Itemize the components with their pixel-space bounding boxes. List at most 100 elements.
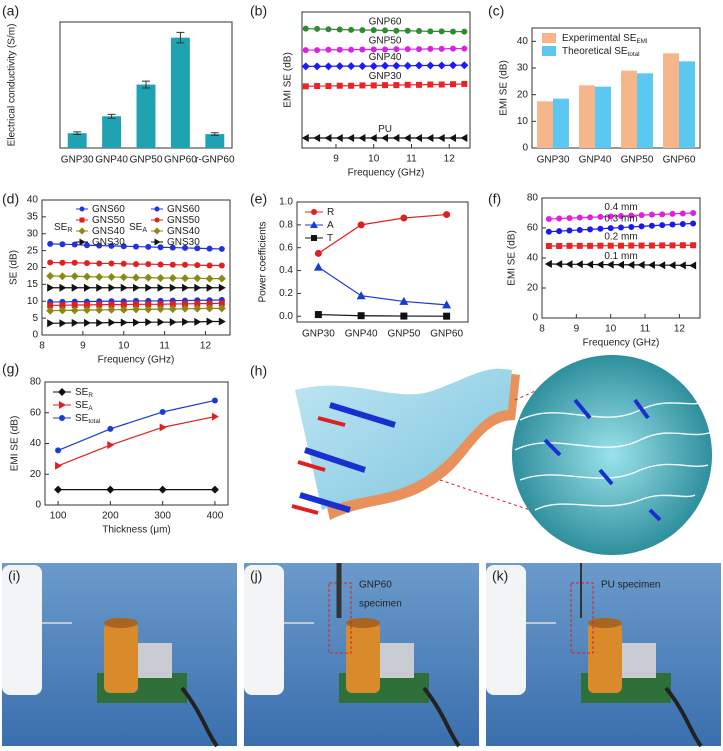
marker (325, 46, 332, 53)
marker (58, 272, 67, 281)
marker (71, 283, 79, 292)
marker (587, 242, 594, 249)
marker (324, 62, 333, 71)
marker (314, 25, 321, 32)
y-tick-label: 1.0 (279, 197, 293, 208)
marker (169, 244, 176, 251)
marker (107, 425, 114, 432)
marker (637, 260, 645, 269)
legend-label: GNS60 (167, 204, 200, 215)
marker (669, 221, 676, 228)
marker (59, 302, 66, 309)
marker (381, 134, 389, 143)
coil (588, 623, 622, 693)
marker (218, 300, 225, 307)
plot-frame (531, 27, 701, 149)
x-tick-label: 400 (207, 511, 224, 522)
marker (325, 83, 332, 90)
marker (169, 261, 176, 268)
x-tick-label: GNP40 (579, 155, 612, 166)
x-tick-label: 200 (102, 511, 119, 522)
marker (158, 485, 167, 494)
y-axis-label: SE (dB) (9, 250, 20, 285)
marker (566, 215, 573, 222)
marker (96, 318, 104, 327)
marker (168, 305, 177, 314)
marker (302, 47, 309, 54)
marker (690, 242, 697, 249)
marker (668, 261, 676, 270)
marker (596, 260, 604, 269)
legend-text: GNP30 (369, 71, 402, 82)
coil-top (588, 618, 622, 628)
marker (348, 26, 355, 33)
layers (514, 399, 713, 511)
marker (211, 397, 218, 404)
y-tick-label: 40 (527, 253, 539, 264)
legend-text: GNP50 (369, 35, 402, 46)
marker (302, 83, 309, 90)
y-axis-label: EMI SE (dB) (10, 416, 21, 472)
marker (96, 260, 103, 267)
bar (170, 37, 190, 148)
marker (194, 283, 202, 292)
marker (83, 242, 90, 249)
marker (181, 274, 190, 283)
bar (136, 84, 156, 148)
marker (556, 215, 563, 222)
marker (382, 46, 389, 53)
foam-block (486, 565, 526, 695)
marker (460, 134, 468, 143)
marker (58, 306, 67, 315)
marker (59, 415, 65, 421)
marker (335, 62, 344, 71)
x-tick-label: GNP50 (130, 155, 163, 166)
marker (669, 210, 676, 217)
y-tick-label: 40 (30, 438, 42, 449)
y-axis-label: EMI SE (dB) (507, 230, 518, 286)
marker (211, 412, 219, 421)
legend-subscript: A (88, 405, 93, 412)
marker (205, 304, 214, 313)
marker (586, 260, 594, 269)
legend-text: GNS40 (92, 226, 125, 237)
marker (545, 216, 552, 222)
marker (301, 62, 310, 71)
marker (206, 300, 213, 307)
marker (460, 61, 469, 70)
marker (120, 283, 128, 292)
marker (597, 242, 604, 249)
photo: (k) PU specimen (486, 563, 721, 748)
marker (369, 134, 377, 143)
marker (156, 273, 165, 282)
marker (119, 305, 128, 314)
marker (370, 46, 377, 53)
marker (442, 300, 452, 309)
x-tick-label: 8 (539, 324, 545, 335)
marker (133, 318, 140, 327)
marker (556, 228, 563, 235)
marker (382, 82, 389, 89)
marker (607, 213, 614, 220)
marker (153, 227, 161, 235)
legend-text: Theoretical SE (562, 46, 628, 57)
y-tick-label: 0.4 (279, 265, 293, 276)
marker (404, 27, 411, 34)
photo: (i) (2, 563, 237, 748)
marker (393, 46, 400, 53)
legend-label: T (327, 233, 333, 244)
marker (313, 134, 321, 143)
coil-top (346, 618, 380, 628)
marker (545, 243, 552, 249)
marker (218, 262, 225, 269)
marker (107, 441, 115, 450)
marker (206, 283, 214, 292)
marker (193, 274, 202, 283)
panel-label: (f) (488, 191, 501, 207)
legend-text: T (327, 233, 333, 244)
marker (182, 300, 189, 307)
marker (59, 259, 66, 266)
marker (47, 259, 54, 266)
slab (295, 368, 512, 510)
marker (679, 220, 686, 227)
